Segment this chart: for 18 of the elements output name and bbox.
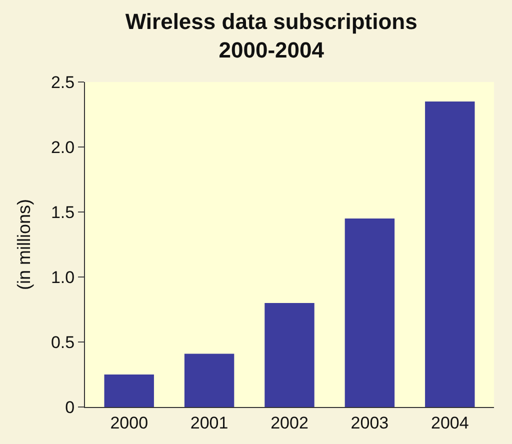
x-tick-label: 2003 [350,413,389,432]
bar [104,374,154,407]
bar [264,303,314,407]
y-tick-label: 2.5 [50,72,75,92]
x-tick-label: 2000 [110,413,148,432]
chart-title: Wireless data subscriptions 2000-2004 [125,8,418,62]
bar [425,102,475,407]
y-tick-label: 0.5 [50,332,75,352]
bar [344,218,395,407]
x-tick-label: 2002 [270,413,308,432]
y-tick-label: 0 [65,398,75,417]
y-tick-label: 1.0 [50,268,75,287]
bar [184,354,234,407]
y-tick-label: 1.5 [50,202,75,222]
x-tick-label: 2001 [190,413,228,432]
x-tick-label: 2004 [430,413,469,432]
y-tick-label: 2.0 [50,138,75,157]
y-axis-title: (in millions) [14,198,34,290]
